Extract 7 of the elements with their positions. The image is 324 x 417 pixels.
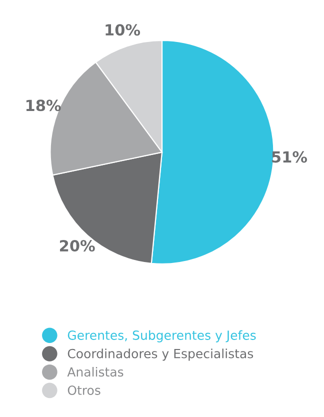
data-label: 10% bbox=[106, 24, 140, 36]
legend-label: Otros bbox=[68, 386, 100, 395]
legend-label: Coordinadores y Especialistas bbox=[68, 348, 254, 361]
legend-label: Analistas bbox=[67, 366, 124, 377]
legend-label: Gerentes, Subgerentes y Jefes bbox=[68, 330, 256, 342]
data-label: 20% bbox=[60, 240, 95, 252]
data-label: 18% bbox=[26, 100, 61, 112]
